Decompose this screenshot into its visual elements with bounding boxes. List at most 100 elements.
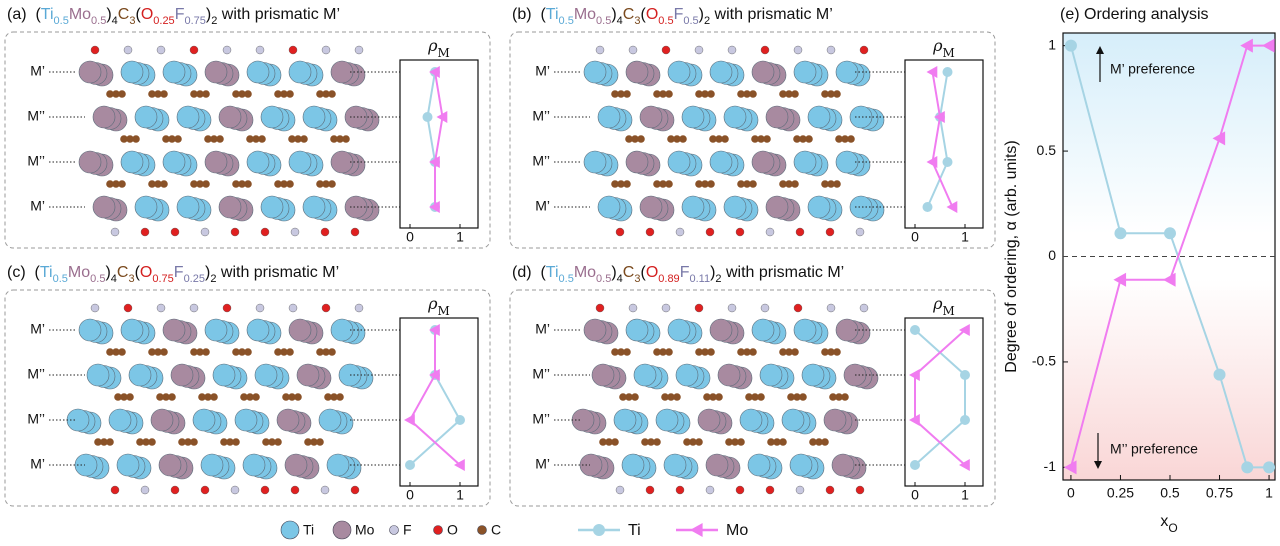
carbon-atom [112,348,120,356]
x-tick-label: 1 [961,229,969,245]
title-gap [532,264,541,281]
carbon-atom [202,348,210,356]
surface-atom [859,45,869,55]
carbon-atom [244,90,252,98]
carbon-atom [683,438,691,446]
surface-atom [795,227,805,237]
carbon-atom [659,348,667,356]
carbon-atom [118,90,126,98]
atom [246,150,270,174]
atom [765,195,789,219]
carbon-atom [294,135,302,143]
surface-atom [855,227,865,237]
carbon-atom [232,180,240,188]
carbon-atom [160,90,168,98]
title-sub: M [438,46,450,60]
marker [1114,227,1127,240]
carbon-atom [653,180,661,188]
title-part: ) [699,6,704,23]
carbon-atom [715,393,723,401]
atom [150,408,174,432]
carbon-atom [184,438,192,446]
surface-atom [321,45,331,55]
marker [910,325,920,335]
atom [288,60,312,84]
title-part: 0.5 [658,15,673,27]
title-part: C [117,264,129,281]
carbon-atom [695,180,703,188]
carbon-atom [809,438,817,446]
surface-atom [140,485,150,495]
carbon-atom [659,90,667,98]
surface-atom [255,45,265,55]
carbon-atom [126,135,134,143]
atom [807,105,831,129]
atom [234,408,258,432]
carbon-atom [665,180,673,188]
carbon-atom [198,393,206,401]
y-axis-label: Degree of ordering, α (arb. units) [1003,140,1020,372]
carbon-atom [625,135,633,143]
atom [751,150,775,174]
atom [723,105,747,129]
marker [959,459,970,471]
carbon-atom [625,393,633,401]
panel-title: (d) (Ti0.5Mo0.5)4C3(O0.89F0.11)2 with pr… [512,264,844,285]
atom [276,408,300,432]
surface-atom [595,303,605,313]
surface-atom [760,303,770,313]
carbon-atom [162,135,170,143]
carbon-atom [316,180,324,188]
x-tick-label: 1 [961,487,969,503]
carbon-atom [100,438,108,446]
carbon-atom [106,90,114,98]
surface-atom [661,45,671,55]
title-part: 0.5 [91,15,106,27]
atom [639,105,663,129]
carbon-atom [605,438,613,446]
carbon-atom [330,393,338,401]
panel-frame [4,289,491,507]
carbon-atom [695,438,703,446]
carbon-atom [637,135,645,143]
carbon-atom [779,90,787,98]
atom [288,150,312,174]
title-part: 0.5 [596,15,611,27]
carbon-atom [112,90,120,98]
atom [242,453,266,477]
legend-marker [690,523,703,537]
title-part: 0.75 [152,273,173,285]
atom [655,408,679,432]
carbon-atom [148,180,156,188]
legend-swatch [332,520,352,540]
carbon-atom [631,135,639,143]
carbon-atom [833,348,841,356]
layer-label: M’’ [532,153,550,169]
annotation: M’ preference [1110,61,1195,77]
marker [1162,272,1176,287]
title-part: with prismatic M’ [217,6,340,23]
atom [789,453,813,477]
carbon-atom [168,135,176,143]
layer-label: M’’ [27,366,45,382]
marker [1262,38,1275,53]
atom [667,60,691,84]
carbon-atom [757,393,765,401]
carbon-atom [653,348,661,356]
carbon-atom [743,348,751,356]
carbon-atom [707,180,715,188]
marker [960,370,970,380]
marker [909,369,920,381]
atom [835,60,859,84]
carbon-atom [210,135,218,143]
profile-line [926,71,949,208]
atom [260,195,284,219]
carbon-atom [673,135,681,143]
carbon-atom [174,135,182,143]
title-part: with prismatic M’ [710,6,833,23]
surface-atom [255,303,265,313]
title-part: Ti [546,6,559,23]
title-main: ρ [427,294,438,313]
atom [344,195,368,219]
atom [667,318,691,342]
